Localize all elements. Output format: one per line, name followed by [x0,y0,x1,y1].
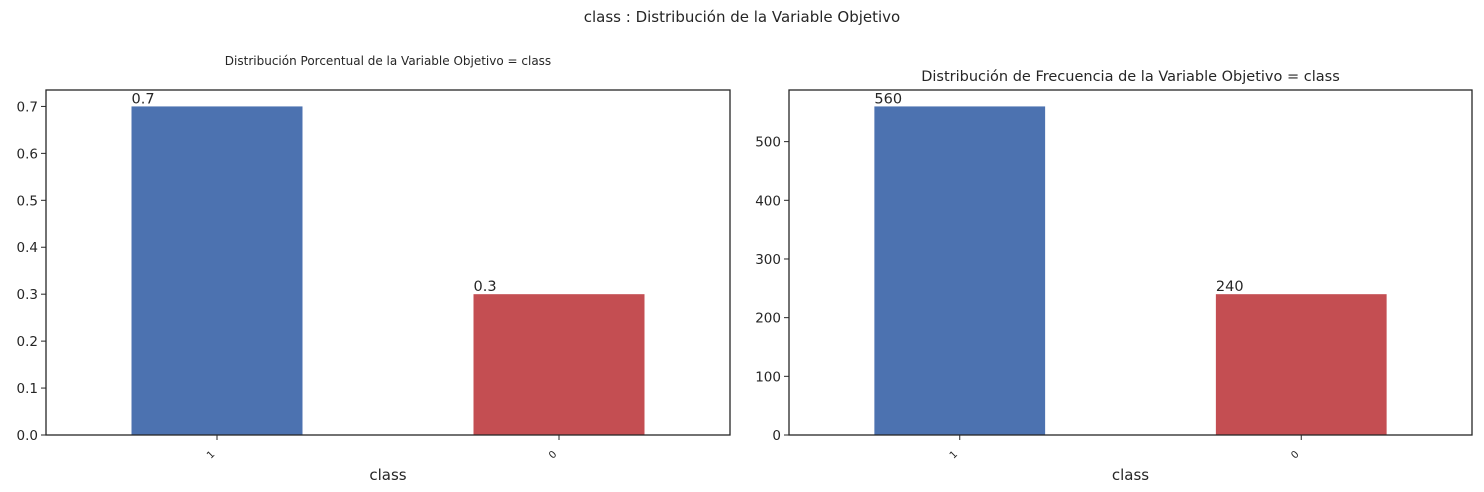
x-axis-label: class [1112,466,1149,484]
axes-frame [788,89,1473,436]
y-tick-label: 500 [755,135,781,151]
y-tick-label: 0.6 [17,146,38,162]
bar-value-label: 240 [1216,279,1244,295]
y-tick-label: 0.7 [17,99,38,115]
bar-1 [874,106,1046,435]
bar-value-label: 0.7 [132,91,155,107]
chart-title: Distribución Porcentual de la Variable O… [225,54,551,68]
x-tick-label: 0 [547,449,559,461]
y-tick-label: 400 [755,193,781,209]
y-tick-label: 0.4 [17,240,38,256]
x-tick-label: 1 [205,449,217,461]
y-tick-label: 0.5 [17,193,38,209]
y-tick-label: 0.1 [17,381,38,397]
axes-frame [45,89,731,436]
x-tick-label: 1 [948,449,960,461]
y-tick-label: 0 [772,428,781,444]
y-tick-label: 100 [755,369,781,385]
chart-frequency-distribution: Distribución de Frecuencia de la Variabl… [755,69,1473,484]
y-tick-label: 0.0 [17,428,38,444]
bar-0 [1215,294,1387,435]
x-axis-label: class [369,466,406,484]
bar-value-label: 560 [874,91,902,107]
y-tick-label: 0.2 [17,334,38,350]
bar-0 [473,294,645,435]
chart-percent-distribution: Distribución Porcentual de la Variable O… [17,54,731,484]
y-tick-label: 200 [755,311,781,327]
chart-title: Distribución de Frecuencia de la Variabl… [921,69,1340,85]
figure-suptitle: class : Distribución de la Variable Obje… [584,8,900,26]
y-tick-label: 300 [755,252,781,268]
bar-value-label: 0.3 [474,279,497,295]
x-tick-label: 0 [1289,449,1301,461]
bar-1 [131,106,303,435]
y-tick-label: 0.3 [17,287,38,303]
